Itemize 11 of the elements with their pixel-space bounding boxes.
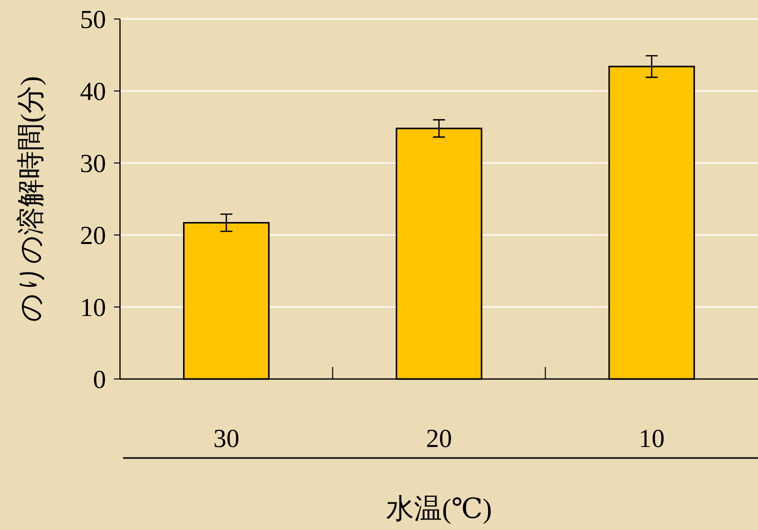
y-tick-label: 20 bbox=[80, 221, 106, 250]
x-tick-label: 30 bbox=[213, 424, 240, 453]
y-axis-title: のりの溶解時間(分) bbox=[16, 76, 47, 322]
y-tick-label: 0 bbox=[93, 365, 106, 394]
y-tick-label: 50 bbox=[80, 5, 106, 34]
x-tick-label: 20 bbox=[426, 424, 452, 453]
x-tick-label: 10 bbox=[638, 424, 665, 453]
y-tick-label: 10 bbox=[80, 293, 106, 322]
x-axis-title: 水温(℃) bbox=[386, 494, 492, 525]
y-tick-label: 30 bbox=[80, 149, 106, 178]
y-tick-label: 40 bbox=[80, 77, 106, 106]
